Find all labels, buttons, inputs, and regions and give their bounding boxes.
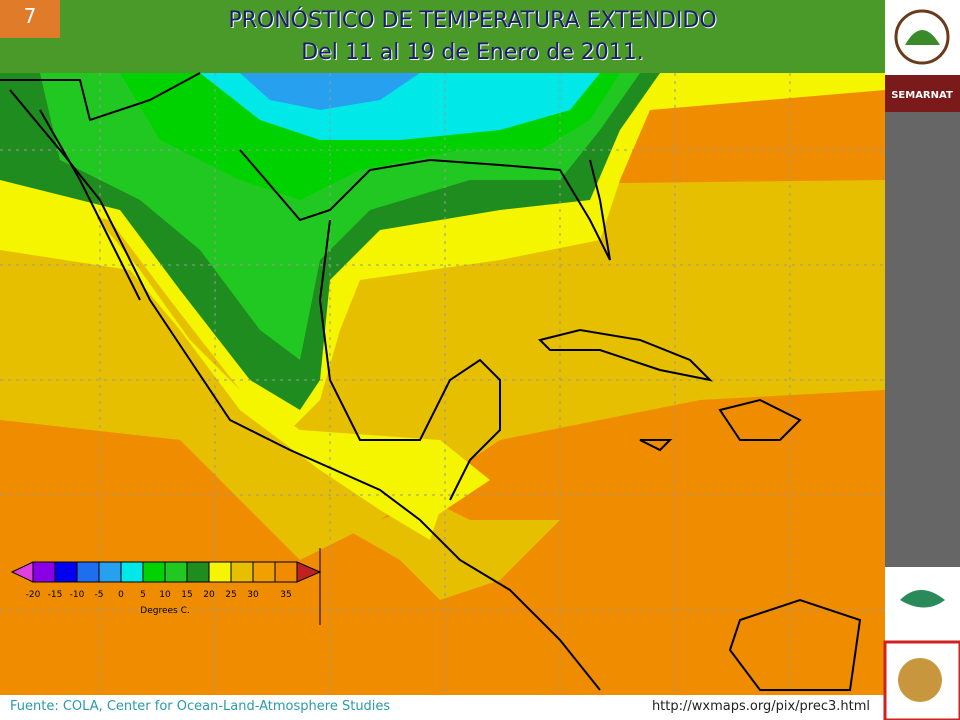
- legend-label: 35: [280, 590, 291, 600]
- legend-label: -10: [70, 590, 85, 600]
- legend-label: 20: [203, 590, 215, 600]
- legend-label: 15: [181, 590, 192, 600]
- agency-name: SEMARNAT: [891, 90, 953, 101]
- legend-label: 5: [140, 590, 146, 600]
- legend-label: 30: [247, 590, 259, 600]
- slide-number-box: [0, 0, 60, 38]
- legend-label: -5: [95, 590, 104, 600]
- header-bar: [0, 0, 885, 73]
- slide-title: PRONÓSTICO DE TEMPERATURA EXTENDIDO: [228, 8, 717, 33]
- slide-subtitle: Del 11 al 19 de Enero de 2011.: [301, 40, 644, 65]
- legend-label: -20: [26, 590, 41, 600]
- legend-label: 0: [118, 590, 124, 600]
- legend-label: 10: [159, 590, 171, 600]
- legend-label: 25: [225, 590, 236, 600]
- slide-number: 7: [23, 4, 37, 28]
- footer-source: Fuente: COLA, Center for Ocean-Land-Atmo…: [10, 699, 391, 714]
- map: [0, 72, 885, 695]
- footer-url: http://wxmaps.org/pix/prec3.html: [651, 699, 870, 714]
- legend-label: -15: [48, 590, 63, 600]
- legend-unit: Degrees C.: [140, 606, 189, 616]
- color-legend: -20 -15 -10 -5 0 5 10 15 20 25 30 35 Degrees C.: [10, 548, 322, 625]
